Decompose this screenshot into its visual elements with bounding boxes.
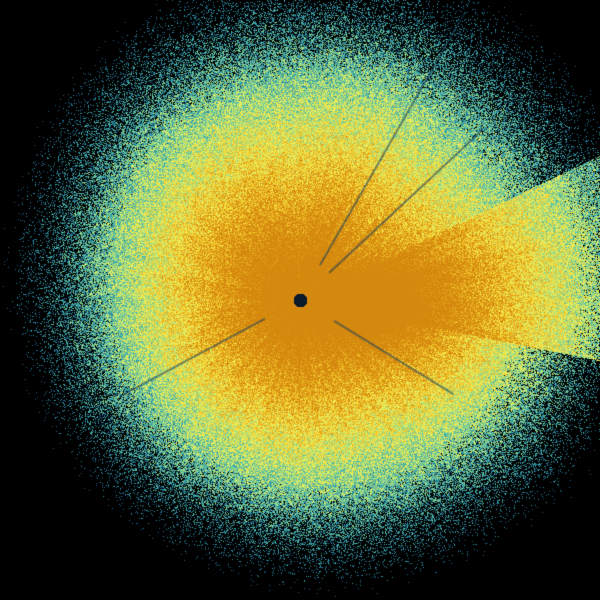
radar-image [0, 0, 600, 600]
